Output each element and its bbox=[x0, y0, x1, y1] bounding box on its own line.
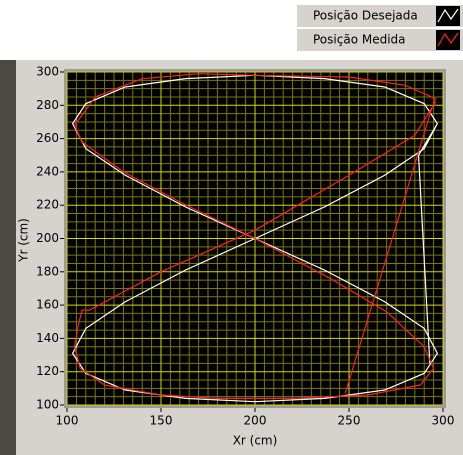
legend-label: Posição Medida bbox=[313, 33, 406, 47]
legend-swatch-box bbox=[436, 30, 460, 50]
y-tick-label: 180 bbox=[36, 264, 59, 278]
legend: Posição Desejada Posição Medida bbox=[297, 5, 463, 51]
y-tick-label: 160 bbox=[36, 298, 59, 312]
legend-row bbox=[297, 29, 463, 51]
legend-label: Posição Desejada bbox=[313, 9, 418, 23]
y-tick-label: 240 bbox=[36, 164, 59, 178]
y-tick-label: 220 bbox=[36, 198, 59, 212]
x-tick-label: 250 bbox=[338, 414, 361, 428]
y-tick-label: 200 bbox=[36, 231, 59, 245]
legend-row bbox=[297, 5, 463, 27]
y-tick-label: 140 bbox=[36, 331, 59, 345]
y-tick-label: 120 bbox=[36, 364, 59, 378]
ticks: 100 150 200 250 300 100 120 140 160 180 200 220 240 2… bbox=[36, 65, 454, 428]
series-line bbox=[73, 73, 437, 399]
y-tick-label: 280 bbox=[36, 98, 59, 112]
series-line bbox=[71, 74, 439, 403]
y-tick-label: 260 bbox=[36, 131, 59, 145]
y-tick-label: 100 bbox=[36, 398, 59, 412]
x-tick-label: 150 bbox=[150, 414, 173, 428]
x-tick-label: 100 bbox=[56, 414, 79, 428]
x-axis-label: Xr (cm) bbox=[233, 434, 278, 448]
legend-swatch bbox=[437, 32, 459, 47]
grid bbox=[66, 71, 444, 406]
legend-swatch bbox=[437, 8, 459, 23]
photo-strip bbox=[0, 60, 16, 455]
x-tick-label: 300 bbox=[432, 414, 455, 428]
y-axis-label: Yr (cm) bbox=[17, 218, 31, 263]
lines bbox=[71, 73, 439, 403]
x-tick-label: 200 bbox=[244, 414, 267, 428]
legend-swatch-box bbox=[436, 6, 460, 26]
y-tick-label: 300 bbox=[36, 65, 59, 79]
